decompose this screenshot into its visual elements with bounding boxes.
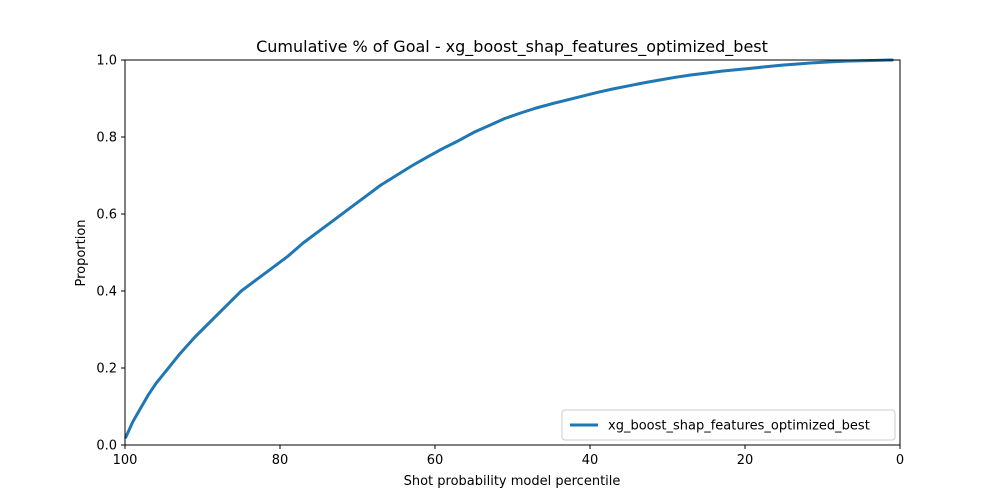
y-tick-label: 0.4 xyxy=(96,285,117,300)
x-tick-label: 60 xyxy=(427,453,444,468)
y-axis: 0.0 0.2 0.4 0.6 0.8 1.0 xyxy=(96,54,125,454)
plot-area xyxy=(124,58,901,446)
y-tick-label: 0.2 xyxy=(96,362,117,377)
x-tick-label: 20 xyxy=(737,453,754,468)
y-tick-label: 0.8 xyxy=(96,131,117,146)
x-tick-label: 100 xyxy=(113,453,138,468)
legend: xg_boost_shap_features_optimized_best xyxy=(561,409,896,441)
y-tick-label: 0.6 xyxy=(96,208,117,223)
x-axis-label: Shot probability model percentile xyxy=(404,474,621,489)
x-tick-label: 0 xyxy=(896,453,904,468)
x-axis: 100 80 60 40 20 0 xyxy=(113,445,904,468)
series-line-0 xyxy=(124,58,894,439)
legend-box xyxy=(561,409,896,441)
y-tick-label: 1.0 xyxy=(96,54,117,69)
chart-title: Cumulative % of Goal - xg_boost_shap_fea… xyxy=(256,37,768,57)
x-tick-label: 40 xyxy=(582,453,599,468)
y-tick-label: 0.0 xyxy=(96,439,117,454)
y-axis-label: Proportion xyxy=(74,219,89,286)
legend-label: xg_boost_shap_features_optimized_best xyxy=(608,419,870,434)
x-tick-label: 80 xyxy=(272,453,289,468)
plot-frame xyxy=(124,59,901,446)
